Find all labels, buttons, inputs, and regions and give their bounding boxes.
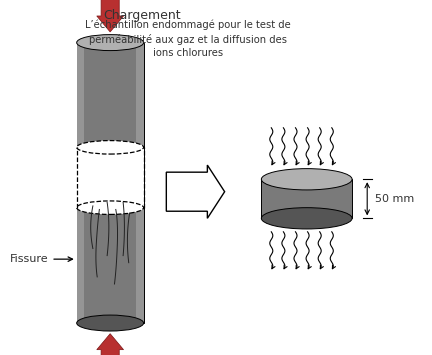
Ellipse shape <box>261 208 352 229</box>
Polygon shape <box>76 147 143 208</box>
Ellipse shape <box>77 315 143 331</box>
Ellipse shape <box>77 141 143 154</box>
FancyArrow shape <box>97 334 124 355</box>
Ellipse shape <box>77 201 143 214</box>
Ellipse shape <box>77 35 143 51</box>
Text: Fissure: Fissure <box>10 254 73 264</box>
FancyArrow shape <box>97 0 124 32</box>
Polygon shape <box>76 43 143 323</box>
Polygon shape <box>76 43 84 323</box>
Text: L’échantillon endommagé pour le test de
perméabilité aux gaz et la diffusion d: L’échantillon endommagé pour le test de … <box>85 20 291 58</box>
Polygon shape <box>261 179 352 218</box>
Ellipse shape <box>261 169 352 190</box>
Polygon shape <box>166 165 225 218</box>
Text: 50 mm: 50 mm <box>375 194 414 204</box>
Polygon shape <box>136 43 143 323</box>
Text: Chargement: Chargement <box>104 10 181 22</box>
